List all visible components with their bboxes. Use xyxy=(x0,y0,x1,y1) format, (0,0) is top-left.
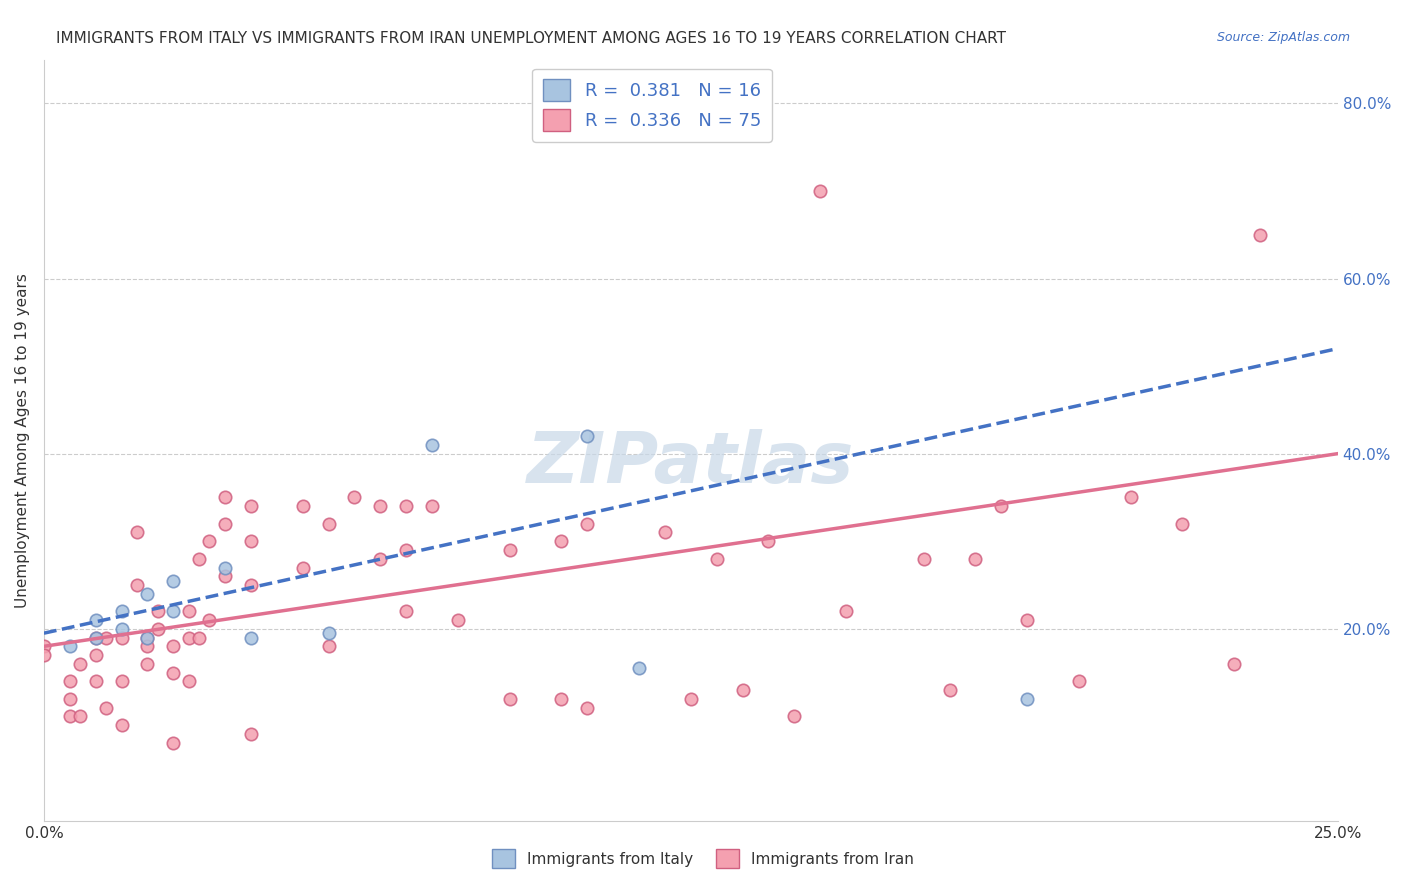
Point xyxy=(576,516,599,531)
Point xyxy=(318,640,340,654)
Point xyxy=(146,622,169,636)
Point xyxy=(136,640,159,654)
Point xyxy=(550,534,572,549)
Point xyxy=(188,551,211,566)
Point xyxy=(758,534,780,549)
Point xyxy=(32,648,55,662)
Point xyxy=(679,691,702,706)
Point xyxy=(576,700,599,714)
Point xyxy=(420,438,443,452)
Point xyxy=(239,534,262,549)
Point xyxy=(198,613,221,627)
Point xyxy=(146,604,169,618)
Point xyxy=(1017,691,1039,706)
Point xyxy=(162,665,184,680)
Point xyxy=(32,640,55,654)
Point xyxy=(94,700,117,714)
Point xyxy=(110,622,132,636)
Point xyxy=(498,691,520,706)
Point xyxy=(395,604,418,618)
Point xyxy=(214,569,236,583)
Legend: Immigrants from Italy, Immigrants from Iran: Immigrants from Italy, Immigrants from I… xyxy=(484,841,922,875)
Point xyxy=(706,551,728,566)
Point xyxy=(368,499,391,513)
Y-axis label: Unemployment Among Ages 16 to 19 years: Unemployment Among Ages 16 to 19 years xyxy=(15,273,30,608)
Point xyxy=(576,429,599,443)
Legend: R =  0.381   N = 16, R =  0.336   N = 75: R = 0.381 N = 16, R = 0.336 N = 75 xyxy=(531,69,772,142)
Point xyxy=(1119,491,1142,505)
Point xyxy=(59,640,82,654)
Point xyxy=(627,661,650,675)
Text: Source: ZipAtlas.com: Source: ZipAtlas.com xyxy=(1216,31,1350,45)
Point xyxy=(162,574,184,588)
Point xyxy=(136,657,159,671)
Point xyxy=(84,613,107,627)
Point xyxy=(84,648,107,662)
Point xyxy=(84,631,107,645)
Point xyxy=(214,516,236,531)
Point xyxy=(783,709,806,723)
Point xyxy=(1017,613,1039,627)
Point xyxy=(125,578,148,592)
Point xyxy=(110,631,132,645)
Point xyxy=(177,631,200,645)
Point xyxy=(162,604,184,618)
Point xyxy=(654,525,676,540)
Point xyxy=(84,674,107,689)
Point xyxy=(498,543,520,558)
Point xyxy=(110,674,132,689)
Point xyxy=(125,525,148,540)
Text: ZIPatlas: ZIPatlas xyxy=(527,429,855,498)
Point xyxy=(395,499,418,513)
Point xyxy=(938,683,960,698)
Point xyxy=(1171,516,1194,531)
Point xyxy=(136,631,159,645)
Point xyxy=(239,499,262,513)
Point xyxy=(214,560,236,574)
Point xyxy=(59,709,82,723)
Point xyxy=(291,560,314,574)
Point xyxy=(835,604,858,618)
Point xyxy=(188,631,211,645)
Point xyxy=(343,491,366,505)
Point xyxy=(1223,657,1246,671)
Point xyxy=(110,718,132,732)
Point xyxy=(136,631,159,645)
Point xyxy=(177,674,200,689)
Point xyxy=(59,691,82,706)
Point xyxy=(731,683,754,698)
Point xyxy=(1067,674,1090,689)
Point xyxy=(110,604,132,618)
Point xyxy=(965,551,987,566)
Point xyxy=(420,499,443,513)
Point xyxy=(239,631,262,645)
Point xyxy=(239,727,262,741)
Point xyxy=(162,640,184,654)
Point xyxy=(94,631,117,645)
Point xyxy=(59,674,82,689)
Point xyxy=(912,551,935,566)
Point xyxy=(239,578,262,592)
Point xyxy=(198,534,221,549)
Point xyxy=(136,587,159,601)
Point xyxy=(162,736,184,750)
Point xyxy=(318,516,340,531)
Text: IMMIGRANTS FROM ITALY VS IMMIGRANTS FROM IRAN UNEMPLOYMENT AMONG AGES 16 TO 19 Y: IMMIGRANTS FROM ITALY VS IMMIGRANTS FROM… xyxy=(56,31,1007,46)
Point xyxy=(69,657,91,671)
Point xyxy=(447,613,470,627)
Point xyxy=(214,491,236,505)
Point xyxy=(808,184,831,198)
Point xyxy=(318,626,340,640)
Point xyxy=(990,499,1012,513)
Point xyxy=(177,604,200,618)
Point xyxy=(84,631,107,645)
Point xyxy=(291,499,314,513)
Point xyxy=(395,543,418,558)
Point xyxy=(69,709,91,723)
Point xyxy=(368,551,391,566)
Point xyxy=(550,691,572,706)
Point xyxy=(1249,227,1271,242)
